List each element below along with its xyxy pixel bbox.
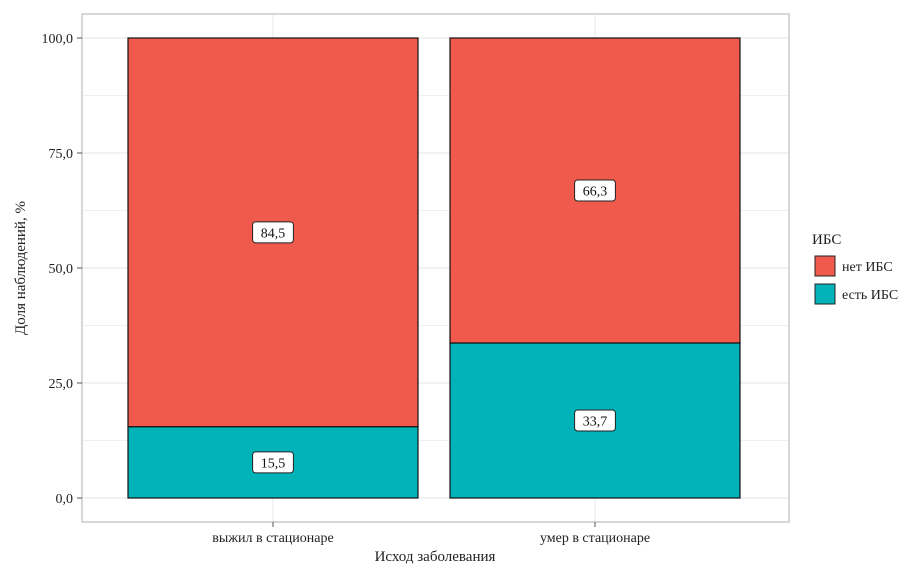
legend: ИБС нет ИБС есть ИБС (812, 232, 898, 305)
data-label-box (574, 179, 616, 202)
legend-label: нет ИБС (842, 260, 893, 275)
x-tick-label: выжил в стационаре (212, 531, 333, 546)
y-tick-label: 50,0 (49, 262, 74, 277)
data-label-box (252, 451, 294, 474)
legend-swatch (814, 283, 836, 305)
data-label: 84,5 (261, 226, 286, 241)
y-tick-label: 75,0 (49, 147, 74, 162)
y-tick-label: 100,0 (42, 32, 74, 47)
y-axis: 0,0 25,0 50,0 75,0 100,0 (42, 32, 82, 507)
y-axis-title: Доля наблюдений, % (13, 201, 29, 335)
data-label: 15,5 (261, 456, 286, 471)
y-tick-label: 25,0 (49, 377, 74, 392)
x-axis-title: Исход заболевания (375, 549, 496, 565)
y-tick-label: 0,0 (56, 492, 74, 507)
legend-label: есть ИБС (842, 288, 898, 303)
legend-swatch (814, 255, 836, 277)
x-axis: выжил в стационаре умер в стационаре (212, 522, 650, 546)
bars: 15,5 84,5 33,7 66,3 (127, 37, 741, 499)
x-tick-label: умер в стационаре (540, 531, 650, 546)
data-label: 66,3 (583, 184, 608, 199)
legend-title: ИБС (812, 232, 841, 248)
data-label: 33,7 (583, 414, 608, 429)
data-label-box (252, 221, 294, 244)
data-label-box (574, 409, 616, 432)
